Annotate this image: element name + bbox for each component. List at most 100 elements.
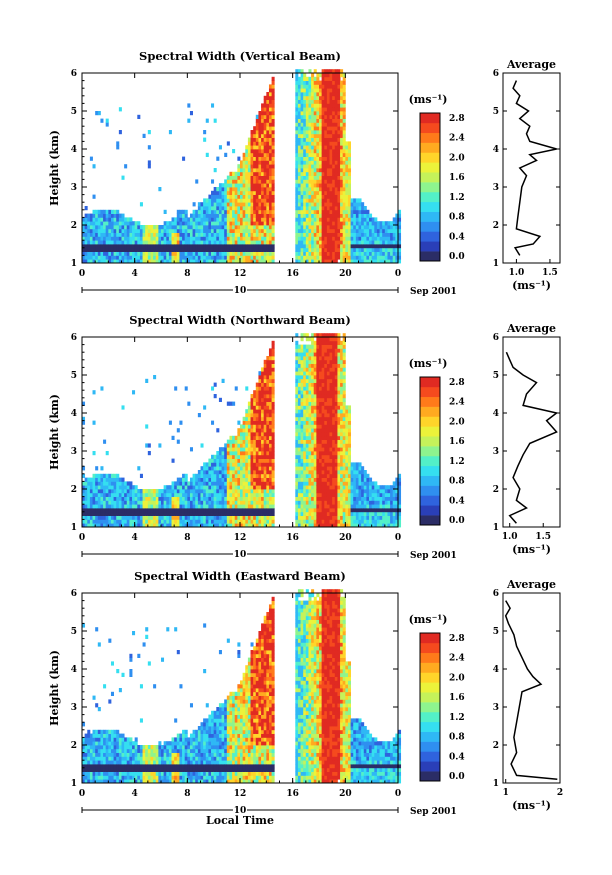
heatmap-cell bbox=[321, 137, 325, 142]
heatmap-cell bbox=[255, 225, 259, 230]
heatmap-cell bbox=[384, 228, 388, 233]
heatmap-cell bbox=[268, 394, 272, 399]
heatmap-cell bbox=[326, 405, 330, 410]
heatmap-cell bbox=[105, 504, 109, 509]
heatmap-cell bbox=[229, 183, 233, 188]
heatmap-cell bbox=[161, 500, 165, 505]
heatmap-cell bbox=[297, 236, 301, 241]
heatmap-cell bbox=[226, 439, 230, 444]
heatmap-cell bbox=[255, 217, 259, 222]
heatmap-cell bbox=[253, 397, 257, 402]
heatmap-cell bbox=[319, 209, 323, 214]
heatmap-cell bbox=[200, 225, 204, 230]
heatmap-cell bbox=[247, 187, 251, 192]
heatmap-cell bbox=[247, 183, 251, 188]
heatmap-cell bbox=[295, 122, 299, 127]
heatmap-cell bbox=[224, 209, 228, 214]
heatmap-cell bbox=[89, 232, 93, 237]
heatmap-cell bbox=[208, 244, 212, 249]
heatmap-cell bbox=[387, 247, 391, 252]
heatmap-cell bbox=[268, 420, 272, 425]
heatmap-cell bbox=[108, 247, 112, 252]
heatmap-cell bbox=[113, 508, 117, 513]
heatmap-cell bbox=[319, 363, 323, 368]
heatmap-cell bbox=[134, 508, 138, 513]
heatmap-cell bbox=[324, 504, 328, 509]
heatmap-cell bbox=[208, 240, 212, 245]
heatmap-cell bbox=[203, 496, 207, 501]
heatmap-cell bbox=[258, 213, 262, 218]
heatmap-cell bbox=[326, 394, 330, 399]
heatmap-cell bbox=[232, 492, 236, 497]
heatmap-cell bbox=[361, 240, 365, 245]
heatmap-cell bbox=[255, 413, 259, 418]
heatmap-cell bbox=[268, 111, 272, 116]
heatmap-cell bbox=[295, 428, 299, 433]
heatmap-cell bbox=[258, 523, 262, 528]
heatmap-cell bbox=[237, 232, 241, 237]
heatmap-cell bbox=[313, 114, 317, 119]
heatmap-cell bbox=[92, 451, 96, 456]
heatmap-cell bbox=[261, 247, 265, 252]
heatmap-cell bbox=[116, 141, 120, 146]
day-label: 10 bbox=[234, 286, 247, 296]
heatmap-cell bbox=[139, 244, 143, 249]
heatmap-cell bbox=[313, 344, 317, 349]
heatmap-cell bbox=[313, 401, 317, 406]
heatmap-cell bbox=[139, 202, 143, 207]
heatmap-cell bbox=[329, 371, 333, 376]
heatmap-cell bbox=[297, 356, 301, 361]
heatmap-cell bbox=[84, 496, 88, 501]
heatmap-cell bbox=[211, 519, 215, 524]
heatmap-cell bbox=[300, 99, 304, 104]
heatmap-cell bbox=[271, 371, 275, 376]
heatmap-cell bbox=[255, 122, 259, 127]
heatmap-cell bbox=[345, 206, 349, 211]
heatmap-cell bbox=[334, 168, 338, 173]
heatmap-cell bbox=[316, 244, 320, 249]
heatmap-cell bbox=[97, 492, 101, 497]
heatmap-cell bbox=[305, 183, 309, 188]
heatmap-cell bbox=[305, 209, 309, 214]
heatmap-cell bbox=[232, 435, 236, 440]
heatmap-cell bbox=[237, 217, 241, 222]
heatmap-cell bbox=[242, 232, 246, 237]
heatmap-cell bbox=[226, 489, 230, 494]
heatmap-cell bbox=[250, 194, 254, 199]
heatmap-cell bbox=[371, 244, 375, 249]
heatmap-cell bbox=[268, 152, 272, 157]
heatmap-cell bbox=[334, 145, 338, 150]
heatmap-cell bbox=[319, 114, 323, 119]
heatmap-cell bbox=[268, 523, 272, 528]
heatmap-cell bbox=[174, 515, 178, 520]
heatmap-cell bbox=[253, 213, 257, 218]
heatmap-cell bbox=[184, 519, 188, 524]
heatmap-cell bbox=[113, 492, 117, 497]
heatmap-cell bbox=[121, 221, 125, 226]
heatmap-cell bbox=[189, 247, 193, 252]
heatmap-cell bbox=[305, 76, 309, 81]
heatmap-cell bbox=[311, 171, 315, 176]
heatmap-cell bbox=[87, 259, 91, 264]
heatmap-cell bbox=[108, 225, 112, 230]
heatmap-cell bbox=[176, 255, 180, 260]
heatmap-cell bbox=[326, 130, 330, 135]
heatmap-cell bbox=[337, 122, 341, 127]
heatmap-cell bbox=[308, 458, 312, 463]
heatmap-cell bbox=[295, 439, 299, 444]
heatmap-cell bbox=[347, 228, 351, 233]
average-y-tick-label: 5 bbox=[493, 107, 499, 117]
heatmap-cell bbox=[129, 485, 133, 490]
heatmap-cell bbox=[250, 221, 254, 226]
heatmap-cell bbox=[171, 247, 175, 252]
heatmap-cell bbox=[110, 519, 114, 524]
heatmap-cell bbox=[234, 519, 238, 524]
heatmap-cell bbox=[263, 171, 267, 176]
heatmap-cell bbox=[319, 515, 323, 520]
heatmap-cell bbox=[311, 359, 315, 364]
heatmap-cell bbox=[189, 240, 193, 245]
heatmap-cell bbox=[166, 236, 170, 241]
heatmap-cell bbox=[332, 378, 336, 383]
heatmap-cell bbox=[295, 88, 299, 93]
heatmap-cell bbox=[176, 213, 180, 218]
